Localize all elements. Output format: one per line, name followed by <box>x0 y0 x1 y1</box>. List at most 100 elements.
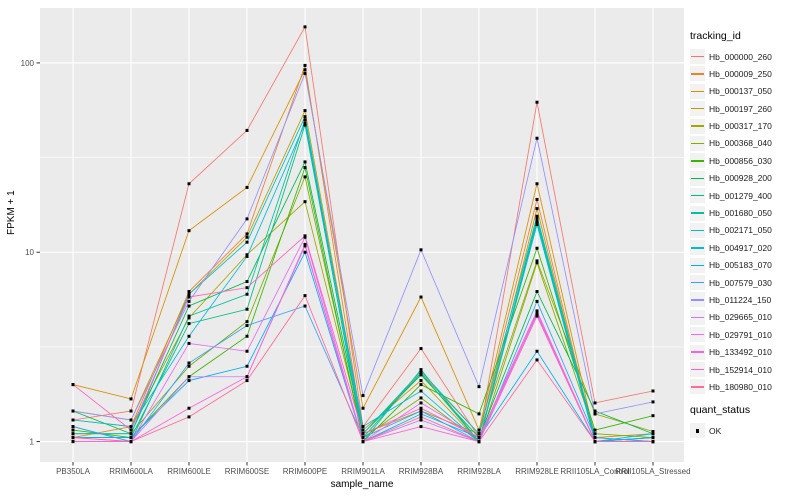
data-point <box>361 394 365 398</box>
legend-item-label: Hb_004917_020 <box>709 242 772 253</box>
legend-item-Hb_029665_010: Hb_029665_010 <box>690 309 798 325</box>
legend-key-swatch <box>690 292 705 308</box>
legend-item-Hb_029791_010: Hb_029791_010 <box>690 327 798 343</box>
x-tick-label: RRIM901LA <box>341 467 385 476</box>
legend-item-Hb_180980_010: Hb_180980_010 <box>690 379 798 395</box>
data-point <box>187 292 191 296</box>
legend-key-line <box>691 142 704 145</box>
legend-key-line <box>691 386 704 388</box>
data-point <box>651 414 655 418</box>
data-point <box>419 369 423 373</box>
data-point <box>419 425 423 429</box>
legend-item-Hb_000368_040: Hb_000368_040 <box>690 135 798 151</box>
legend-key-swatch <box>690 188 705 204</box>
x-tick-label: RRIM600PE <box>283 467 327 476</box>
x-tick-label: RRII105LA_Control <box>560 467 630 476</box>
data-point <box>419 383 423 387</box>
data-point <box>245 286 249 290</box>
legend-key-swatch <box>690 101 705 117</box>
legend-item-label: Hb_133492_010 <box>709 347 772 358</box>
data-point <box>187 406 191 410</box>
legend-item-label: Hb_152914_010 <box>709 364 772 375</box>
legend-key-swatch <box>690 153 705 169</box>
data-point <box>71 383 75 387</box>
black-square-point-icon <box>695 429 700 433</box>
legend-key-swatch <box>690 257 705 273</box>
data-point <box>419 412 423 416</box>
legend-item-Hb_011224_150: Hb_011224_150 <box>690 292 798 308</box>
data-point <box>593 432 597 436</box>
data-point <box>187 375 191 379</box>
data-point <box>593 401 597 405</box>
data-point <box>303 250 307 254</box>
legend-item-label: Hb_000197_260 <box>709 103 772 114</box>
data-point <box>361 406 365 410</box>
data-point <box>129 440 133 444</box>
data-point <box>651 432 655 436</box>
legend-item-label: Hb_000000_260 <box>709 51 772 62</box>
legend-key-line <box>691 264 704 266</box>
legend-key-line <box>691 281 704 284</box>
legend-key-swatch <box>690 275 705 291</box>
data-point <box>535 136 539 140</box>
data-point <box>477 428 481 432</box>
data-point <box>129 418 133 422</box>
data-point <box>651 400 655 404</box>
legend-item-label: Hb_002171_050 <box>709 225 772 236</box>
data-point <box>535 309 539 313</box>
data-point <box>245 364 249 368</box>
data-point <box>419 401 423 405</box>
data-point <box>245 280 249 284</box>
data-point <box>71 425 75 429</box>
data-point <box>303 123 307 127</box>
data-point <box>245 240 249 244</box>
data-point <box>651 430 655 434</box>
legend-item-Hb_000856_030: Hb_000856_030 <box>690 153 798 169</box>
legend-key-line <box>691 334 704 336</box>
data-point <box>651 436 655 440</box>
data-point <box>303 71 307 75</box>
data-point <box>303 244 307 248</box>
data-point <box>245 375 249 379</box>
data-point <box>361 425 365 429</box>
legend-item-label: Hb_000137_050 <box>709 86 772 97</box>
legend-item-label: Hb_000928_200 <box>709 173 772 184</box>
data-point <box>419 396 423 400</box>
data-point <box>245 185 249 189</box>
legend-key-swatch <box>690 205 705 221</box>
legend-key-line <box>691 125 704 127</box>
data-point <box>187 334 191 338</box>
x-tick-label: PB350LA <box>56 467 90 476</box>
data-point <box>303 304 307 308</box>
data-point <box>245 128 249 132</box>
legend-item-label: OK <box>709 425 722 436</box>
legend-key-line <box>691 194 704 197</box>
data-point <box>535 349 539 353</box>
legend-key-line <box>691 229 704 232</box>
legend-key-line <box>691 212 704 214</box>
legend-item-Hb_152914_010: Hb_152914_010 <box>690 362 798 378</box>
legend-item-Hb_001279_400: Hb_001279_400 <box>690 188 798 204</box>
legend-key-line <box>691 316 704 319</box>
legend-item-Hb_000000_260: Hb_000000_260 <box>690 49 798 64</box>
data-point <box>71 409 75 413</box>
data-point <box>419 389 423 393</box>
legend2-items: OK <box>690 423 798 439</box>
data-point <box>535 311 539 315</box>
data-point <box>187 316 191 320</box>
data-point <box>535 182 539 186</box>
data-point <box>187 379 191 383</box>
legend-title-tracking-id: tracking_id <box>690 30 741 42</box>
data-point <box>419 371 423 375</box>
legend-key-swatch <box>690 118 705 134</box>
legend-item-label: Hb_000009_250 <box>709 68 772 79</box>
data-point <box>477 412 481 416</box>
legend-item-Hb_000137_050: Hb_000137_050 <box>690 83 798 99</box>
data-point <box>419 415 423 419</box>
data-point <box>477 436 481 440</box>
legend-key-line <box>691 177 704 179</box>
legend-item-label: Hb_001279_400 <box>709 190 772 201</box>
data-point <box>245 217 249 221</box>
legend-key-swatch <box>690 49 705 64</box>
data-point <box>361 436 365 440</box>
